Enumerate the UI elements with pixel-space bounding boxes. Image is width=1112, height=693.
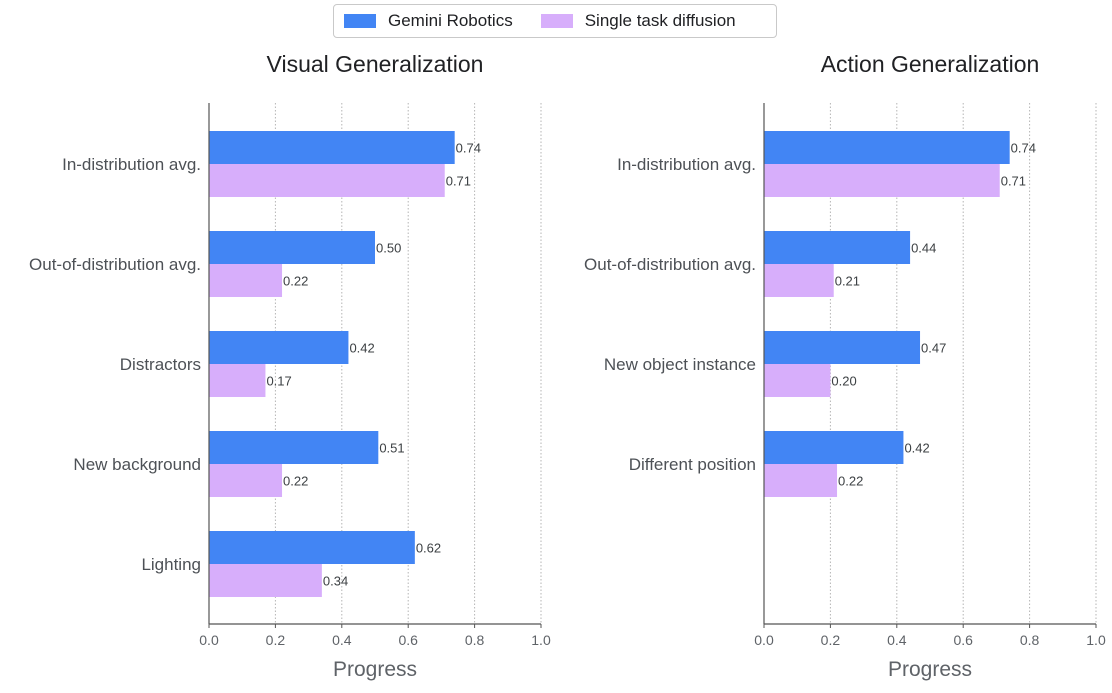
chart-legend: Gemini Robotics Single task diffusion [333,4,777,38]
panel1-bar-value-label: 0.71 [446,174,471,189]
panel2-category-label: In-distribution avg. [617,155,756,174]
panel2-x-axis-label: Progress [888,658,972,681]
panel2-bar-value-label: 0.20 [831,374,856,389]
panel1-x-tick-label: 0.4 [332,632,352,648]
panel2-category-label: Different position [629,455,756,474]
panel1-bar-value-label: 0.17 [266,374,291,389]
panel2-bar-gemini-robotics-new-object-instance [764,331,921,364]
panel1-bar-value-label: 0.62 [416,541,441,556]
panel1-x-axis-label: Progress [333,658,417,681]
panel1-x-tick-label: 0.6 [398,632,418,648]
panel1-x-tick-label: 0.0 [199,632,219,648]
legend-swatch-single-task-diffusion [540,14,573,28]
panel1-bar-gemini-robotics-distractors [209,331,349,364]
panel1-x-tick-label: 1.0 [531,632,551,648]
panel2-chart-title: Action Generalization [821,51,1040,77]
panel2-bar-gemini-robotics-out-of-distribution-avg [764,231,911,264]
panel2-x-tick-label: 0.0 [754,632,774,648]
panel2-bar-single-task-diffusion-in-distribution-avg [764,164,1000,197]
panel1-bar-single-task-diffusion-out-of-distribution-avg [209,264,283,297]
panel1-bar-single-task-diffusion-distractors [209,364,266,397]
panel2-bar-value-label: 0.74 [1011,141,1036,156]
panel2-x-tick-label: 0.6 [953,632,973,648]
panel1-bar-gemini-robotics-new-background [209,431,379,464]
panel1-category-label: Out-of-distribution avg. [29,255,201,274]
panel2-bar-gemini-robotics-in-distribution-avg [764,131,1010,164]
panel1-bar-single-task-diffusion-lighting [209,564,322,597]
panel1-bar-gemini-robotics-in-distribution-avg [209,131,455,164]
panel1-category-label: New background [73,455,201,474]
panel1-bar-gemini-robotics-out-of-distribution-avg [209,231,375,264]
panel1-bar-value-label: 0.34 [323,574,348,589]
panel2-bar-gemini-robotics-different-position [764,431,904,464]
panel2-category-label: Out-of-distribution avg. [584,255,756,274]
legend-item-gemini-robotics: Gemini Robotics [344,11,513,31]
panel1-bar-value-label: 0.50 [376,241,401,256]
panel1-bar-value-label: 0.22 [283,474,308,489]
panel2-bar-value-label: 0.42 [904,441,929,456]
panel2-category-label: New object instance [604,355,756,374]
panel1-category-label: Lighting [141,555,201,574]
panel1-bar-value-label: 0.51 [379,441,404,456]
panel2-bar-value-label: 0.22 [838,474,863,489]
panel1-bar-single-task-diffusion-in-distribution-avg [209,164,445,197]
panel1-bar-gemini-robotics-lighting [209,531,415,564]
legend-label-gemini-robotics: Gemini Robotics [388,11,513,30]
legend-swatch-gemini-robotics [344,14,376,28]
panel2-x-tick-label: 0.4 [887,632,907,648]
panel1-category-label: Distractors [120,355,201,374]
panel2-bar-value-label: 0.21 [835,274,860,289]
panel1-bar-value-label: 0.22 [283,274,308,289]
panel2-bar-single-task-diffusion-different-position [764,464,838,497]
panel2-x-tick-label: 0.8 [1020,632,1040,648]
legend-label-single-task-diffusion: Single task diffusion [584,11,736,30]
panel1-bar-value-label: 0.74 [456,141,481,156]
panel1-bar-single-task-diffusion-new-background [209,464,283,497]
panel2-x-tick-label: 1.0 [1086,632,1106,648]
panel1-bar-value-label: 0.42 [349,341,374,356]
panel2-bar-single-task-diffusion-new-object-instance [764,364,831,397]
panel1-x-tick-label: 0.8 [465,632,485,648]
panel2-bar-value-label: 0.71 [1001,174,1026,189]
panel2-x-tick-label: 0.2 [821,632,841,648]
legend-item-single-task-diffusion: Single task diffusion [540,11,736,31]
panel1-category-label: In-distribution avg. [62,155,201,174]
panel1-chart-title: Visual Generalization [267,51,484,77]
panel2-bar-value-label: 0.44 [911,241,936,256]
panel2-bar-single-task-diffusion-out-of-distribution-avg [764,264,834,297]
panel1-x-tick-label: 0.2 [266,632,286,648]
panel2-bar-value-label: 0.47 [921,341,946,356]
